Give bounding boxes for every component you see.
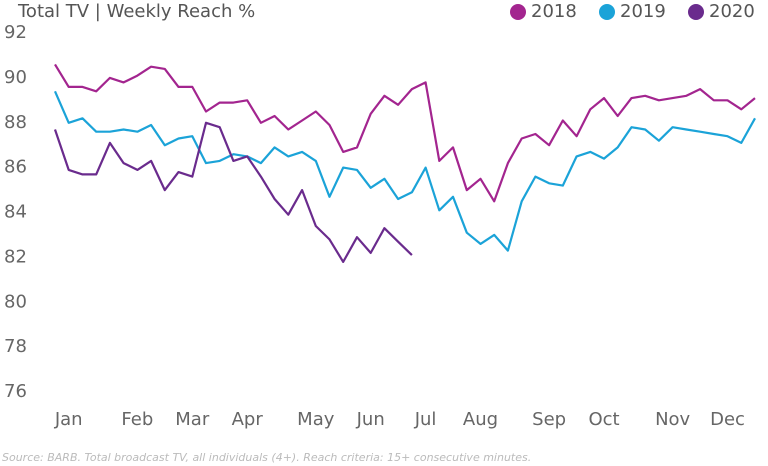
x-tick-label: Apr [232, 409, 264, 430]
legend-swatch [688, 4, 704, 20]
x-tick-label: Oct [588, 409, 619, 430]
legend-swatch [510, 4, 526, 20]
y-tick-label: 90 [4, 67, 27, 88]
y-tick-label: 84 [4, 202, 27, 223]
source-note: Source: BARB. Total broadcast TV, all in… [2, 451, 531, 464]
legend-swatch [599, 4, 615, 20]
series-line [53, 90, 756, 252]
x-tick-label: Aug [463, 409, 498, 430]
legend-label: 2018 [531, 1, 577, 22]
x-tick-label: Mar [175, 409, 210, 430]
series-line [53, 121, 413, 263]
series-line [54, 63, 756, 203]
x-tick-label: Feb [121, 409, 153, 430]
x-tick-label: Jul [414, 409, 437, 430]
chart-title: Total TV | Weekly Reach % [17, 1, 255, 22]
legend-label: 2019 [620, 1, 666, 22]
x-tick-label: May [297, 409, 335, 430]
x-tick-label: Nov [655, 409, 690, 430]
y-tick-label: 78 [4, 336, 27, 357]
x-tick-label: Jun [356, 409, 385, 430]
y-tick-label: 82 [4, 246, 27, 267]
legend-label: 2020 [709, 1, 755, 22]
y-tick-label: 76 [4, 381, 27, 402]
x-tick-label: Dec [710, 409, 745, 430]
y-tick-label: 80 [4, 291, 27, 312]
x-tick-label: Jan [54, 409, 83, 430]
y-tick-label: 92 [4, 22, 27, 43]
x-tick-label: Sep [532, 409, 566, 430]
y-tick-label: 88 [4, 112, 27, 133]
y-tick-label: 86 [4, 157, 27, 178]
